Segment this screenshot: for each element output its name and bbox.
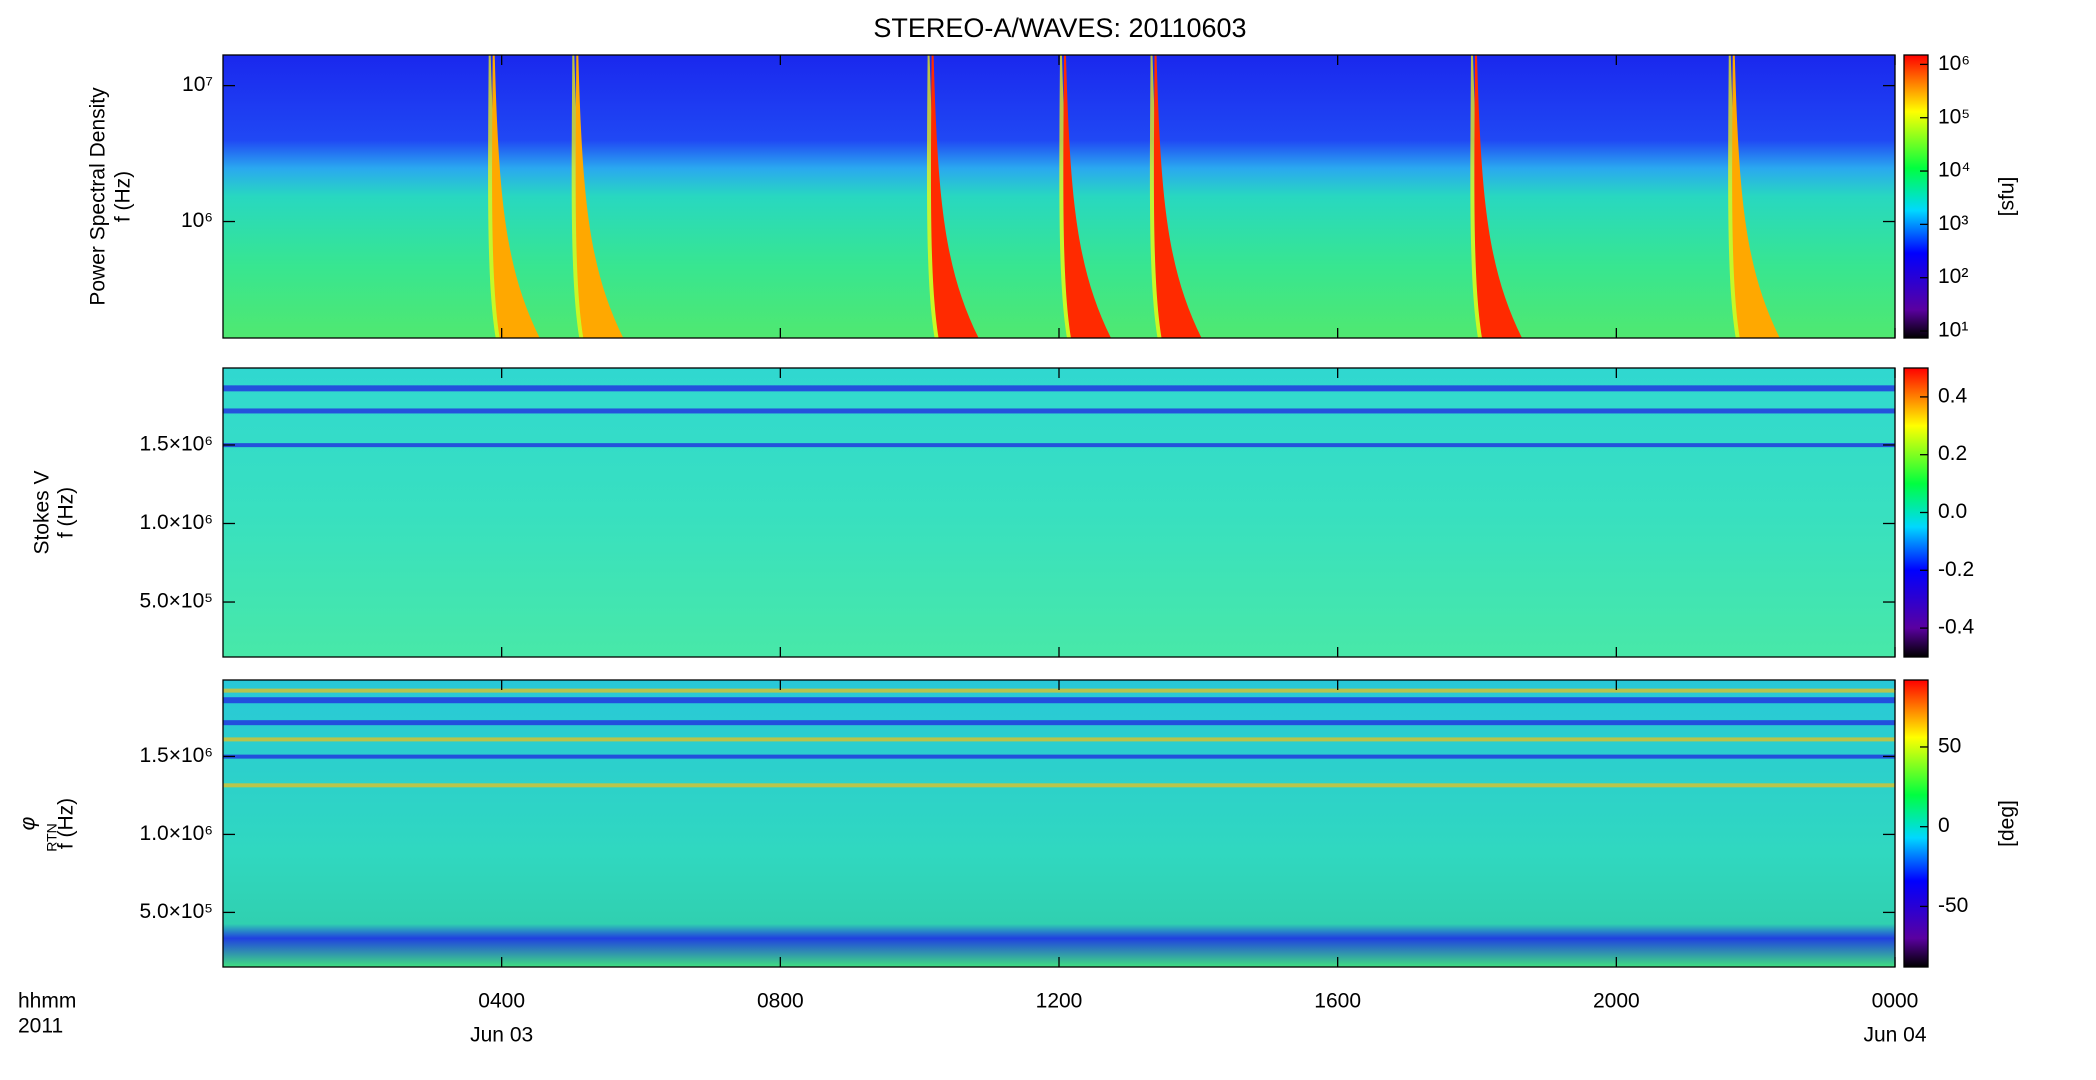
x-axis-label: hhmm (18, 990, 76, 1013)
band-stripe (223, 720, 1895, 726)
spectrogram (223, 55, 1895, 338)
colorbar (1903, 679, 1929, 968)
colorbar-tick-label: -50 (1938, 894, 1968, 917)
band-stripe (223, 783, 1895, 788)
colorbar-tick-label: 10⁵ (1938, 105, 1970, 128)
y-tick-label: 1.5×10⁶ (140, 744, 213, 767)
y-tick-label: 10⁷ (182, 73, 213, 96)
x-date-label: Jun 04 (1863, 1024, 1926, 1047)
colorbar-tick-label: 0 (1938, 814, 1950, 837)
band-stripe (223, 697, 1895, 704)
band-stripe (223, 754, 1895, 759)
band-stripe (223, 688, 1895, 693)
y-axis-label: f (Hz) (112, 171, 135, 222)
y-tick-label: 10⁶ (181, 209, 213, 232)
y-tick-label: 5.0×10⁵ (139, 590, 213, 613)
y-axis-label: Power Spectral Density (87, 87, 110, 306)
colorbar-tick-label: 10⁶ (1938, 52, 1970, 75)
band-stripe (223, 737, 1895, 742)
colorbar-tick-label: 0.4 (1938, 384, 1968, 407)
x-tick-label: 1200 (1036, 990, 1083, 1013)
x-tick-label: 0000 (1872, 990, 1919, 1013)
colorbar-tick-label: -0.4 (1938, 616, 1975, 639)
y-tick-label: 1.0×10⁶ (140, 511, 213, 534)
burst (1474, 55, 1522, 338)
y-tick-label: 1.5×10⁶ (140, 433, 213, 456)
y-axis-label: Stokes V (31, 470, 54, 554)
colorbar-tick-label: 10⁴ (1938, 159, 1970, 182)
colorbar-label: [sfu] (1996, 177, 2019, 217)
colorbar-tick-label: 10³ (1938, 212, 1968, 235)
x-tick-label: 0800 (757, 990, 804, 1013)
colorbar-tick-label: 10¹ (1938, 319, 1968, 342)
band-stripe (223, 385, 1895, 392)
burst (575, 55, 624, 338)
title: STEREO-A/WAVES: 20110603 (873, 13, 1246, 43)
spectrogram (223, 680, 1895, 967)
y-axis-label: f (Hz) (55, 798, 78, 849)
x-tick-label: 2000 (1593, 990, 1640, 1013)
burst (930, 55, 979, 338)
y-axis-label: f (Hz) (55, 487, 78, 538)
spectrogram (223, 368, 1895, 657)
colorbar (1903, 54, 1929, 339)
burst (1063, 55, 1111, 338)
band-stripe (223, 408, 1895, 414)
y-tick-label: 1.0×10⁶ (140, 822, 213, 845)
y-axis-label: φ (17, 816, 40, 830)
burst (1732, 55, 1780, 338)
x-tick-label: 0400 (478, 990, 525, 1013)
colorbar-label: [deg] (1996, 800, 2019, 847)
y-tick-label: 5.0×10⁵ (139, 900, 213, 923)
burst (492, 55, 540, 338)
colorbar-tick-label: 0.0 (1938, 500, 1967, 523)
colorbar-tick-label: -0.2 (1938, 558, 1974, 581)
colorbar-tick-label: 50 (1938, 735, 1961, 758)
year-label: 2011 (18, 1015, 63, 1038)
colorbar-tick-label: 0.2 (1938, 442, 1967, 465)
colorbar-tick-label: 10² (1938, 265, 1968, 288)
x-date-label: Jun 03 (470, 1024, 533, 1047)
y-axis-label-sub: RTN (44, 823, 60, 852)
x-tick-label: 1600 (1314, 990, 1361, 1013)
burst (1153, 55, 1202, 338)
band-stripe (223, 443, 1895, 448)
